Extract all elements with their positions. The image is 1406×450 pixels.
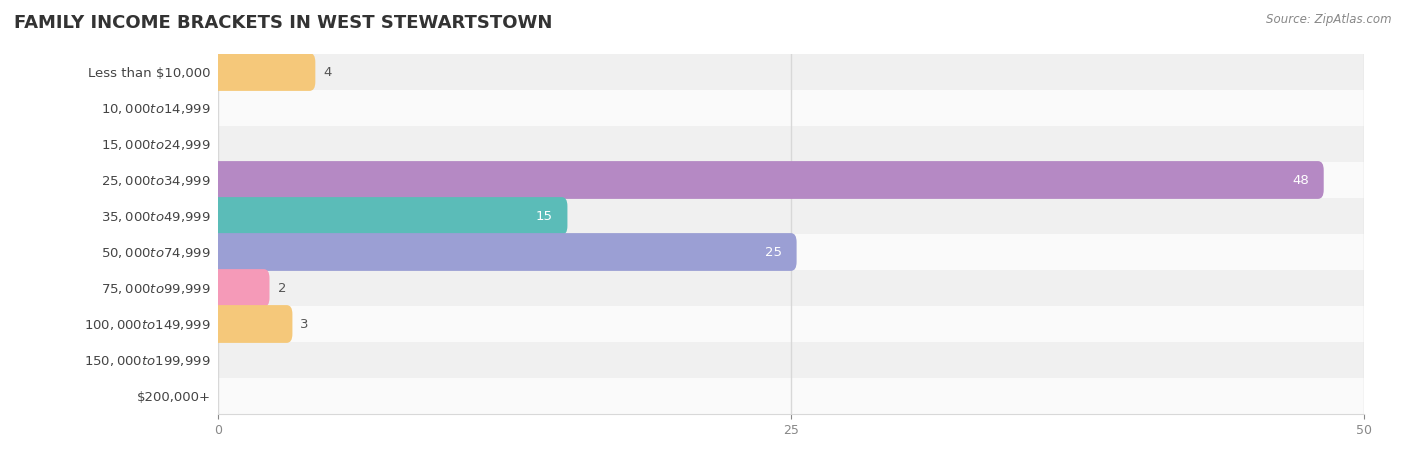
Bar (218, 198, 1364, 234)
FancyBboxPatch shape (212, 53, 315, 91)
Text: 3: 3 (301, 318, 309, 330)
Bar (218, 342, 1364, 378)
Bar (218, 162, 1364, 198)
Text: FAMILY INCOME BRACKETS IN WEST STEWARTSTOWN: FAMILY INCOME BRACKETS IN WEST STEWARTST… (14, 14, 553, 32)
Bar (218, 234, 1364, 270)
FancyBboxPatch shape (212, 305, 292, 343)
Text: 25: 25 (765, 246, 782, 258)
Text: 15: 15 (536, 210, 553, 222)
FancyBboxPatch shape (212, 233, 797, 271)
Text: 4: 4 (323, 66, 332, 78)
Bar (218, 90, 1364, 126)
Bar (218, 54, 1364, 90)
Bar (218, 306, 1364, 342)
Text: Source: ZipAtlas.com: Source: ZipAtlas.com (1267, 14, 1392, 27)
Bar (218, 270, 1364, 306)
Bar (218, 126, 1364, 162)
FancyBboxPatch shape (212, 197, 568, 235)
FancyBboxPatch shape (212, 161, 1323, 199)
FancyBboxPatch shape (212, 269, 270, 307)
Text: 2: 2 (277, 282, 285, 294)
Bar (218, 378, 1364, 414)
Text: 48: 48 (1292, 174, 1309, 186)
